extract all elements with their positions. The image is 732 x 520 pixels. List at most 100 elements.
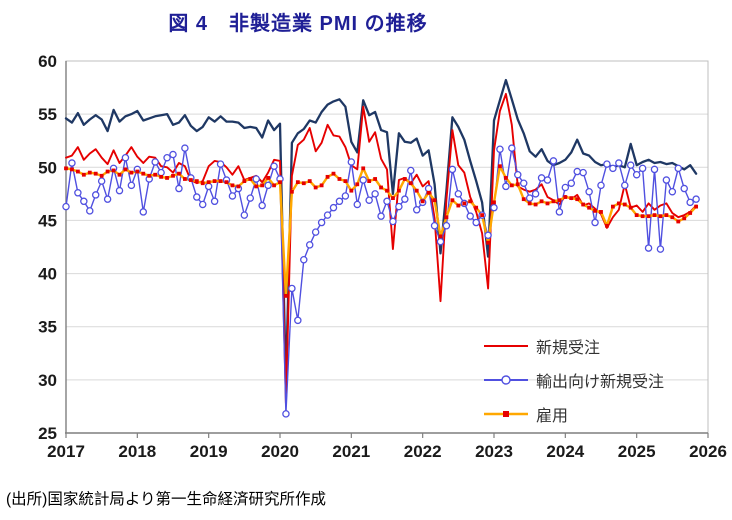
marker-square <box>468 199 473 204</box>
marker-circle <box>632 170 641 179</box>
marker-circle <box>317 218 326 227</box>
marker-circle <box>62 202 70 211</box>
marker-square <box>111 168 116 173</box>
marker-circle <box>525 194 534 202</box>
marker-square <box>301 181 306 186</box>
marker-circle <box>585 187 593 196</box>
marker-circle <box>615 159 623 167</box>
y-tick-label-30: 30 <box>38 371 57 390</box>
marker-square <box>117 172 122 177</box>
marker-square <box>396 188 401 193</box>
marker-circle <box>430 221 439 230</box>
marker-circle <box>454 190 463 198</box>
marker-square <box>272 183 276 188</box>
marker-square <box>664 213 669 218</box>
marker-square <box>295 180 300 185</box>
marker-circle <box>127 181 136 190</box>
marker-circle <box>508 144 516 152</box>
marker-square <box>438 234 443 239</box>
x-tick-label-2018: 2018 <box>118 442 156 461</box>
marker-square <box>230 183 235 188</box>
marker-square <box>587 205 592 210</box>
marker-circle <box>163 153 171 162</box>
marker-circle <box>650 165 659 174</box>
marker-square <box>408 181 413 186</box>
marker-circle <box>371 190 379 198</box>
marker-circle <box>609 164 617 173</box>
marker-circle <box>674 164 683 173</box>
legend-marker-circle <box>501 375 511 385</box>
chart-title: 図 4 非製造業 PMI の推移 <box>168 13 428 35</box>
marker-square <box>521 197 526 202</box>
marker-square <box>93 171 98 176</box>
marker-square <box>75 169 80 174</box>
marker-circle <box>311 228 320 236</box>
marker-square <box>391 196 395 201</box>
marker-circle <box>668 187 677 196</box>
y-tick-label-50: 50 <box>38 158 57 177</box>
marker-circle <box>644 244 653 252</box>
marker-square <box>676 219 681 224</box>
marker-square <box>343 179 348 184</box>
marker-square <box>200 181 205 186</box>
marker-square <box>640 214 645 219</box>
x-tick-label-2017: 2017 <box>47 442 85 461</box>
marker-circle <box>436 237 445 246</box>
marker-square <box>212 179 217 184</box>
marker-square <box>563 195 568 199</box>
marker-square <box>147 173 152 178</box>
marker-square <box>218 179 223 184</box>
marker-square <box>593 208 597 213</box>
marker-square <box>527 201 532 206</box>
marker-square <box>337 177 342 181</box>
marker-square <box>254 184 259 189</box>
marker-square <box>486 240 490 245</box>
marker-square <box>474 205 479 210</box>
marker-square <box>278 180 282 185</box>
marker-square <box>70 167 74 172</box>
marker-square <box>307 179 312 184</box>
marker-circle <box>531 190 540 198</box>
x-tick-label-2023: 2023 <box>475 442 513 461</box>
marker-square <box>236 184 241 189</box>
marker-circle <box>626 161 635 169</box>
marker-square <box>658 214 663 219</box>
marker-square <box>171 173 175 178</box>
marker-square <box>159 174 164 179</box>
marker-square <box>605 223 609 228</box>
marker-square <box>194 179 199 184</box>
x-tick-label-2025: 2025 <box>618 442 656 461</box>
marker-square <box>456 203 461 208</box>
marker-square <box>64 166 68 171</box>
marker-square <box>628 205 633 210</box>
marker-circle <box>353 200 362 209</box>
marker-square <box>545 201 550 206</box>
marker-square <box>284 293 288 298</box>
marker-square <box>123 167 128 172</box>
legend-swatch-employment <box>484 411 528 417</box>
y-tick-label-60: 60 <box>38 52 57 71</box>
marker-square <box>557 198 562 203</box>
marker-square <box>509 183 514 188</box>
x-tick-label-2026: 2026 <box>689 442 727 461</box>
marker-square <box>325 174 330 179</box>
marker-circle <box>288 284 296 293</box>
legend-item-export-new-orders: 輸出向け新規受注 <box>483 363 664 397</box>
marker-square <box>444 215 449 220</box>
marker-square <box>533 202 538 207</box>
marker-circle <box>412 206 421 214</box>
marker-square <box>248 177 253 181</box>
marker-circle <box>240 211 249 219</box>
marker-circle <box>407 166 415 175</box>
marker-circle <box>282 410 290 418</box>
marker-square <box>682 216 687 221</box>
marker-circle <box>383 197 391 206</box>
marker-square <box>355 182 360 187</box>
legend: 新規受注 輸出向け新規受注 雇用 <box>483 329 664 431</box>
marker-circle <box>97 177 106 185</box>
marker-circle <box>573 167 581 176</box>
marker-square <box>694 204 699 209</box>
x-tick-label-2024: 2024 <box>546 442 584 461</box>
marker-square <box>385 188 389 193</box>
